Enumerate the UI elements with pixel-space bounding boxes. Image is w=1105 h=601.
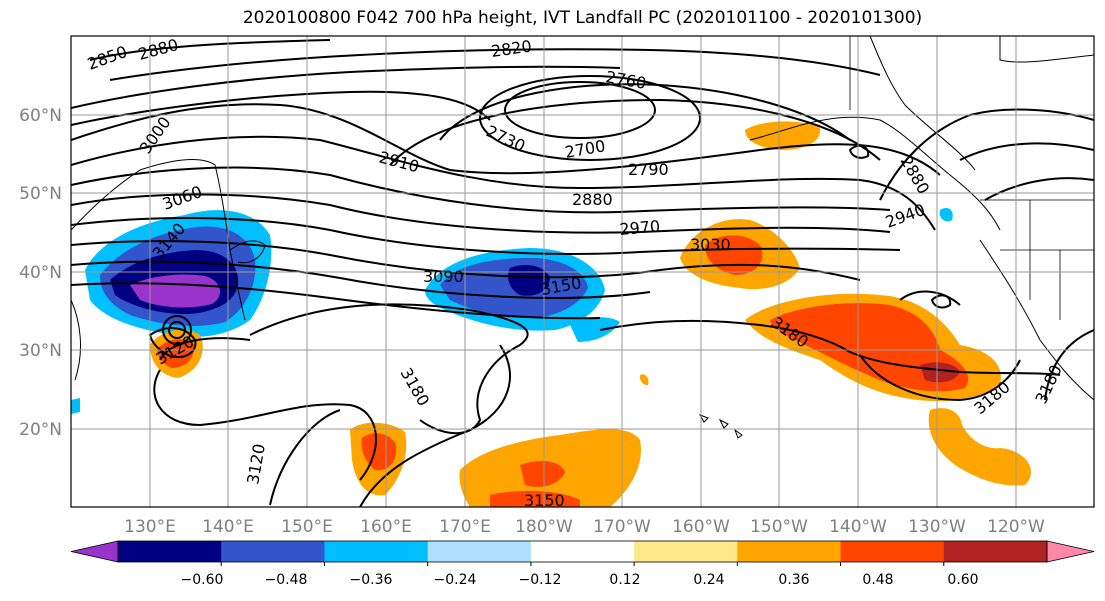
lon-label: 160°E bbox=[360, 517, 412, 537]
map-frame bbox=[70, 35, 1095, 508]
contour-label: 3150 bbox=[524, 491, 565, 510]
colorbar-extension-high bbox=[1046, 540, 1095, 563]
lat-label: 20°N bbox=[19, 420, 62, 440]
colorbar-swatch bbox=[634, 541, 738, 562]
lon-label: 180°W bbox=[515, 517, 573, 537]
map-title: 2020100800 F042 700 hPa height, IVT Land… bbox=[242, 8, 923, 28]
colorbar-swatch bbox=[221, 541, 325, 562]
negative-anomaly-region-coast bbox=[939, 208, 953, 222]
lon-label: 120°W bbox=[987, 517, 1045, 537]
colorbar-tick-label: −0.36 bbox=[350, 572, 393, 588]
colorbar-tick-label: 0.12 bbox=[609, 572, 640, 588]
colorbar-tick-label: 0.60 bbox=[947, 572, 978, 588]
lat-label: 40°N bbox=[19, 263, 62, 283]
height-contours bbox=[71, 39, 1094, 507]
lat-label: 30°N bbox=[19, 341, 62, 361]
lon-label: 150°W bbox=[750, 517, 808, 537]
lon-label: 150°E bbox=[281, 517, 333, 537]
colorbar-swatch bbox=[530, 541, 635, 562]
colorbar-swatch bbox=[118, 541, 222, 562]
colorbar-tick-label: −0.48 bbox=[265, 572, 308, 588]
colorbar-tick-labels: −0.60 −0.48 −0.36 −0.24 −0.12 0.12 0.24 … bbox=[181, 572, 979, 588]
lat-label: 60°N bbox=[19, 106, 62, 126]
colorbar bbox=[70, 540, 1095, 566]
colorbar-swatch bbox=[943, 541, 1048, 562]
longitude-labels: 130°E 140°E 150°E 160°E 170°E 180°W 170°… bbox=[124, 517, 1045, 537]
contour-label: 2970 bbox=[619, 217, 661, 239]
colorbar-swatch bbox=[840, 541, 945, 562]
latitude-labels: 60°N 50°N 40°N 30°N 20°N bbox=[19, 106, 62, 440]
lon-label: 140°E bbox=[202, 517, 254, 537]
lon-label: 130°W bbox=[908, 517, 966, 537]
colorbar-outline bbox=[117, 540, 1048, 563]
positive-anomaly-region-subtropics bbox=[350, 374, 649, 507]
contour-label: 3090 bbox=[423, 267, 464, 286]
colorbar-tick-label: −0.24 bbox=[434, 572, 477, 588]
colorbar-tick-label: −0.60 bbox=[181, 572, 224, 588]
colorbar-swatch bbox=[427, 541, 532, 562]
colorbar-swatch bbox=[324, 541, 429, 562]
colorbar-tick-label: 0.36 bbox=[778, 572, 809, 588]
lon-label: 170°E bbox=[439, 517, 491, 537]
lat-lon-grid bbox=[71, 36, 1094, 507]
contour-label: 2880 bbox=[572, 190, 613, 209]
colorbar-swatch bbox=[737, 541, 842, 562]
positive-anomaly-region-alaska bbox=[745, 121, 821, 150]
contour-label: 2790 bbox=[628, 160, 669, 179]
lon-label: 160°W bbox=[672, 517, 730, 537]
colorbar-tick-label: 0.24 bbox=[693, 572, 724, 588]
negative-anomaly-region-edge bbox=[71, 398, 80, 414]
colorbar-tick-label: −0.12 bbox=[519, 572, 562, 588]
lon-label: 170°W bbox=[593, 517, 651, 537]
contour-label: 3030 bbox=[690, 235, 731, 254]
political-borders bbox=[849, 36, 1094, 320]
colorbar-extension-low bbox=[70, 540, 119, 563]
lat-label: 50°N bbox=[19, 184, 62, 204]
lon-label: 130°E bbox=[124, 517, 176, 537]
colorbar-tick-label: 0.48 bbox=[862, 572, 893, 588]
coastlines bbox=[71, 36, 1094, 439]
lon-label: 140°W bbox=[829, 517, 887, 537]
